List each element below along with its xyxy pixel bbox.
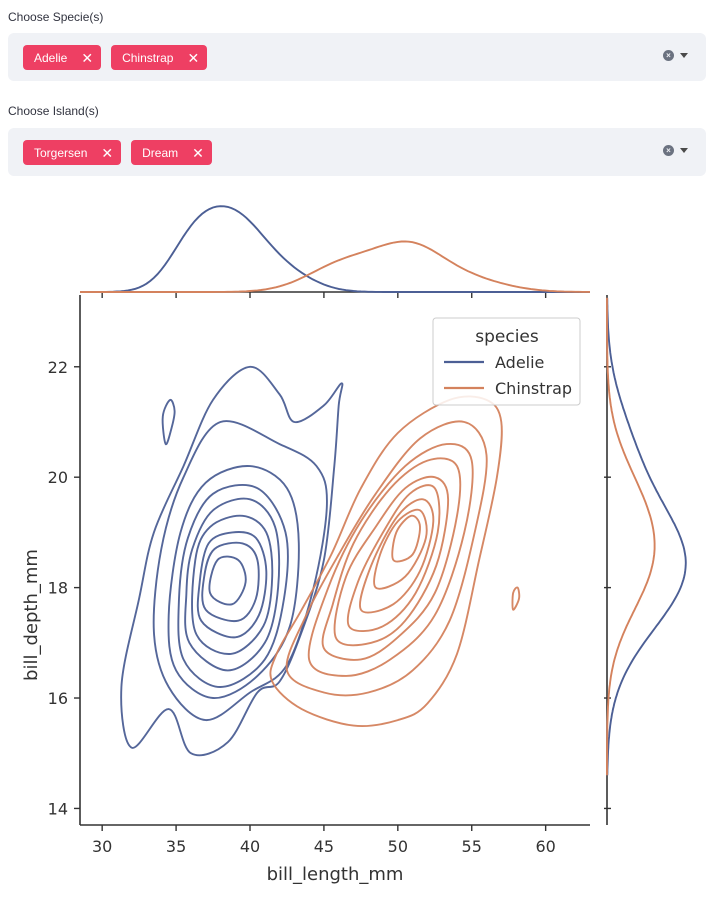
species-tag-label: Adelie [34,50,68,65]
legend-title: species [475,327,539,347]
x-tick-label: 40 [240,837,260,856]
clear-all-icon[interactable]: × [663,145,674,156]
species-select-label: Choose Specie(s) [8,10,104,24]
x-tick-label: 35 [166,837,186,856]
chevron-down-icon[interactable] [680,148,688,153]
clear-all-icon[interactable]: × [663,50,674,61]
x-tick-label: 45 [314,837,334,856]
species-tag-label: Chinstrap [122,50,174,65]
adelie-kde-contour [208,555,247,606]
y-tick-label: 18 [48,579,68,598]
legend-label-adelie: Adelie [495,353,544,372]
adelie-kde-contour [191,514,274,655]
chinstrap-kde-contour [346,484,441,633]
chinstrap-kde-contour [307,442,474,677]
chevron-down-icon[interactable] [680,53,688,58]
main-plot-area: 30 35 40 45 50 55 60 14 16 18 20 22 [48,295,590,856]
x-tick-label: 50 [388,837,408,856]
y-tick-label: 20 [48,468,68,487]
island-tag-dream: Dream ✕ [131,140,212,165]
close-icon[interactable]: ✕ [192,144,204,161]
adelie-kde-contour [177,484,289,688]
island-select-label: Choose Island(s) [8,104,99,118]
island-tag-torgersen: Torgersen ✕ [23,140,122,165]
chinstrap-y-density [606,297,656,776]
chinstrap-kde-contour [373,508,428,590]
chinstrap-kde-contour [359,498,435,614]
adelie-kde-contour [161,398,176,446]
chinstrap-kde-contour [285,420,488,697]
species-select-controls: × [663,50,688,61]
y-tick-label: 14 [48,799,68,818]
island-tags: Torgersen ✕ Dream ✕ [23,140,212,165]
x-tick-label: 55 [462,837,482,856]
island-select-controls: × [663,145,688,156]
species-tag-adelie: Adelie ✕ [23,45,102,70]
chinstrap-kde-contour [321,457,462,661]
chinstrap-x-density [80,240,590,293]
chinstrap-kde-contour [333,475,450,647]
x-axis-label: bill_length_mm [267,864,404,885]
legend-label-chinstrap: Chinstrap [495,379,572,398]
adelie-kde-contour [167,465,300,699]
right-marginal-plot [604,295,687,825]
close-icon[interactable]: ✕ [187,49,200,66]
adelie-kde-contour [201,541,260,623]
legend-box [432,317,581,406]
adelie-kde-contour [196,531,268,639]
island-multiselect[interactable]: Torgersen ✕ Dream ✕ × [8,128,706,176]
adelie-kde-contour [120,365,344,757]
island-tag-label: Dream [142,145,179,160]
close-icon[interactable]: ✕ [101,144,114,161]
island-tag-label: Torgersen [34,145,88,160]
x-tick-label: 30 [92,837,112,856]
y-tick-label: 22 [48,358,68,377]
adelie-kde-contour [152,420,328,722]
adelie-y-density [606,297,687,776]
adelie-kde-contour [184,497,281,672]
species-tag-chinstrap: Chinstrap ✕ [111,45,208,70]
y-tick-label: 16 [48,689,68,708]
close-icon[interactable]: ✕ [81,49,94,66]
chinstrap-kde-contour [391,514,421,563]
y-axis-label: bill_depth_mm [21,549,42,681]
legend: species Adelie Chinstrap [432,317,581,406]
species-multiselect[interactable]: Adelie ✕ Chinstrap ✕ × [8,33,706,81]
species-tags: Adelie ✕ Chinstrap ✕ [23,45,208,70]
top-marginal-plot [80,205,590,298]
x-tick-label: 60 [535,837,555,856]
chinstrap-kde-contour [269,395,503,728]
chinstrap-kde-contour [511,586,521,611]
adelie-x-density [80,205,590,293]
